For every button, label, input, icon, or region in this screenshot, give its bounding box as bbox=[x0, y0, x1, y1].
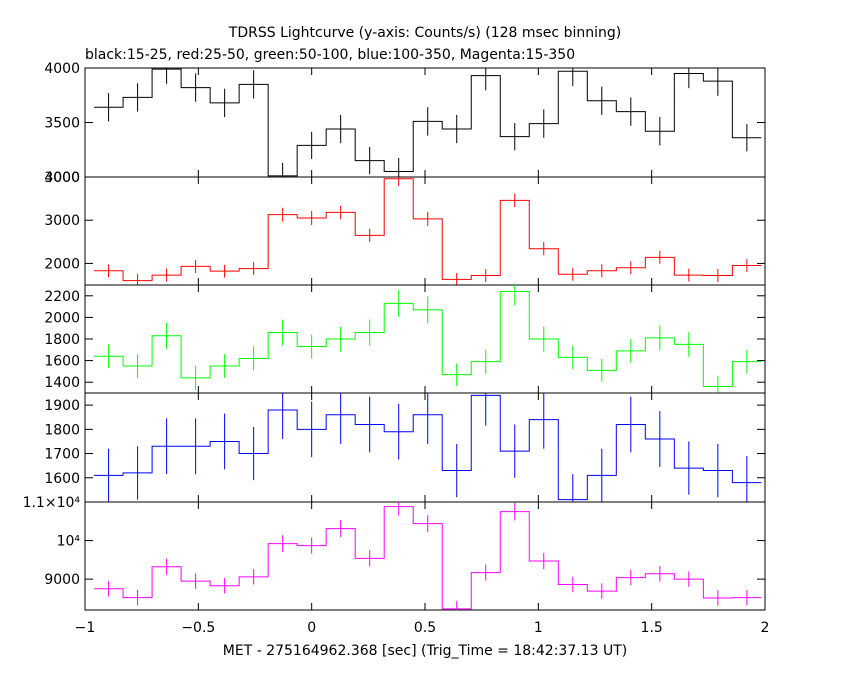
panel-0: 3000 3500 4000 bbox=[44, 61, 766, 186]
y-tick-label: 4000 bbox=[44, 61, 80, 77]
y-tick-label: 2000 bbox=[44, 256, 80, 272]
y-tick-label: 2000 bbox=[44, 310, 80, 326]
x-tick-label: −1 bbox=[75, 620, 96, 636]
series-4 bbox=[94, 502, 762, 610]
y-tick-label: 4000 bbox=[44, 170, 80, 186]
x-tick-label: 2 bbox=[761, 620, 770, 636]
y-tick-label: 3500 bbox=[44, 116, 80, 132]
panel-frame bbox=[84, 392, 766, 503]
x-tick-label: −0.5 bbox=[181, 620, 215, 636]
y-tick-label: 1900 bbox=[44, 398, 80, 414]
x-tick-label: 0 bbox=[307, 620, 316, 636]
series-2 bbox=[94, 285, 762, 393]
panel-frame bbox=[84, 176, 766, 286]
panel-frame bbox=[84, 284, 766, 394]
y-tick-label: 1600 bbox=[44, 471, 80, 487]
panel-frame bbox=[84, 501, 766, 611]
panels: 3000350040002000300040001400160018002000… bbox=[23, 61, 770, 636]
panel-frame bbox=[84, 67, 766, 178]
y-tick-label: 3000 bbox=[44, 170, 80, 186]
chart-title: TDRSS Lightcurve (y-axis: Counts/s) (128… bbox=[228, 25, 621, 41]
x-tick-label: 1.5 bbox=[641, 620, 663, 636]
panel-4: 9000 10⁴ 1.1×10⁴ bbox=[23, 495, 766, 611]
chart-subtitle: black:15-25, red:25-50, green:50-100, bl… bbox=[85, 47, 575, 63]
panel-2: 1400 1600 1800 2000 2200 bbox=[44, 284, 766, 394]
panel-3: 1600 1700 1800 1900 bbox=[44, 392, 766, 503]
series-line bbox=[94, 394, 762, 501]
y-tick-label: 1400 bbox=[44, 375, 80, 391]
series-1 bbox=[94, 177, 762, 285]
x-tick-label: 1 bbox=[534, 620, 543, 636]
y-tick-label: 1700 bbox=[44, 447, 80, 463]
y-tick-label: 1800 bbox=[44, 332, 80, 348]
y-tick-label: 1600 bbox=[44, 354, 80, 370]
y-tick-label: 3000 bbox=[44, 213, 80, 229]
series-line bbox=[94, 178, 762, 282]
y-tick-label: 1800 bbox=[44, 422, 80, 438]
y-tick-label: 1.1×10⁴ bbox=[23, 495, 81, 511]
y-tick-label: 2200 bbox=[44, 289, 80, 305]
series-3 bbox=[94, 393, 762, 502]
y-tick-label: 9000 bbox=[44, 572, 80, 588]
series-0 bbox=[94, 68, 762, 177]
x-axis-label: MET - 275164962.368 [sec] (Trig_Time = 1… bbox=[223, 643, 627, 659]
y-tick-label: 10⁴ bbox=[57, 534, 81, 550]
x-tick-label: 0.5 bbox=[414, 620, 436, 636]
